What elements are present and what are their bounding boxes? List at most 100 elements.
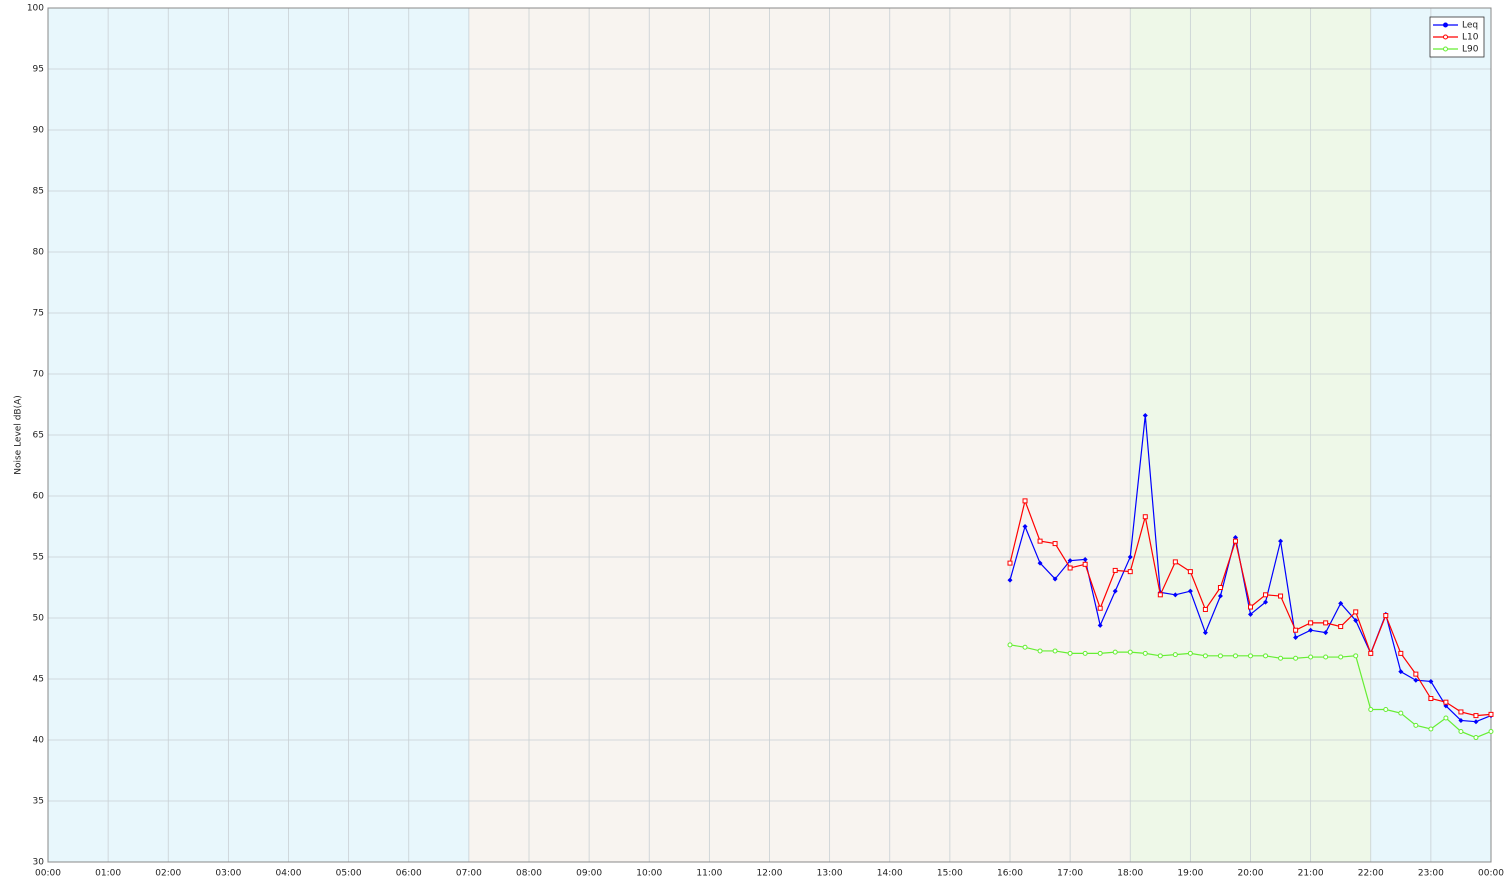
point [1338, 600, 1344, 606]
y-tick-label: 60 [33, 492, 45, 502]
point [1142, 650, 1148, 656]
x-tick-label: 18:00 [1117, 869, 1143, 879]
legend-label: L90 [1462, 45, 1479, 55]
point [1413, 677, 1419, 683]
point [1383, 707, 1389, 712]
point [1278, 655, 1284, 661]
point [1398, 669, 1404, 675]
legend-label: Leq [1462, 21, 1478, 31]
point [1082, 650, 1088, 656]
y-tick-label: 80 [33, 248, 45, 258]
point [1217, 585, 1223, 590]
point [1037, 648, 1043, 654]
point [1142, 412, 1148, 418]
point [1022, 644, 1028, 650]
x-tick-label: 23:00 [1418, 869, 1444, 879]
point [1052, 541, 1058, 547]
point [1353, 617, 1359, 623]
y-tick-label: 85 [33, 187, 44, 197]
point [1383, 613, 1389, 619]
point [1112, 588, 1118, 594]
point [1202, 630, 1208, 636]
point [1293, 627, 1299, 633]
point [1052, 576, 1058, 582]
point [1172, 559, 1178, 565]
y-tick-label: 75 [33, 309, 44, 319]
point [1082, 561, 1088, 567]
y-tick-label: 70 [33, 370, 45, 380]
y-axis-label: Noise Level dB(A) [14, 395, 24, 475]
legend-marker [1443, 22, 1448, 28]
point [1067, 650, 1073, 656]
plot-frame [47, 7, 1492, 863]
point [1323, 630, 1329, 636]
point [1217, 593, 1223, 599]
point [1217, 653, 1223, 659]
point [1112, 567, 1118, 573]
point [1022, 498, 1028, 504]
y-tick-label: 35 [33, 797, 44, 807]
point [1248, 611, 1253, 617]
point [1007, 577, 1013, 583]
point [1488, 728, 1494, 734]
point [1082, 556, 1088, 562]
point [1202, 653, 1208, 659]
x-tick-label: 14:00 [877, 869, 903, 879]
x-tick-label: 00:00 [35, 869, 61, 879]
x-tick-label: 08:00 [516, 869, 542, 879]
point [1248, 604, 1253, 610]
x-tick-label: 04:00 [276, 869, 302, 879]
x-tick-label: 12:00 [757, 869, 783, 879]
x-tick-label: 17:00 [1057, 869, 1083, 879]
point [1458, 717, 1464, 723]
x-tick-label: 16:00 [997, 869, 1023, 879]
y-tick-label: 65 [33, 431, 44, 441]
point [1067, 558, 1073, 564]
point [1263, 599, 1269, 605]
x-tick-label: 02:00 [155, 869, 181, 879]
point [1428, 678, 1434, 684]
point [1308, 627, 1314, 633]
point [1428, 696, 1434, 702]
point [1413, 671, 1419, 677]
point [1007, 642, 1013, 648]
x-tick-label: 00:00 [1478, 869, 1504, 879]
point [1248, 653, 1253, 659]
point [1157, 592, 1163, 598]
point [1142, 514, 1148, 520]
x-tick-label: 09:00 [576, 869, 602, 879]
point [1187, 588, 1193, 594]
point [1398, 710, 1404, 716]
x-tick-label: 01:00 [95, 869, 121, 879]
point [1067, 565, 1073, 571]
x-tick-label: 21:00 [1298, 869, 1324, 879]
x-tick-label: 11:00 [696, 869, 722, 879]
point [1353, 653, 1359, 659]
point [1458, 709, 1464, 715]
point [1037, 538, 1043, 544]
point [1278, 593, 1284, 599]
x-tick-label: 05:00 [336, 869, 362, 879]
point [1323, 654, 1329, 660]
point [1443, 699, 1449, 705]
point [1458, 728, 1464, 734]
point [1323, 620, 1329, 626]
x-tick-label: 22:00 [1358, 869, 1384, 879]
point [1353, 609, 1359, 615]
y-tick-label: 55 [33, 553, 44, 563]
point [1097, 650, 1103, 656]
point [1308, 654, 1314, 660]
point [1007, 560, 1013, 566]
x-tick-label: 06:00 [396, 869, 422, 879]
point [1278, 538, 1284, 544]
point [1368, 707, 1374, 712]
point [1052, 648, 1058, 654]
point [1172, 652, 1178, 658]
point [1338, 624, 1344, 630]
point [1022, 524, 1028, 529]
point [1202, 606, 1208, 612]
y-tick-label: 95 [33, 65, 44, 75]
point [1293, 655, 1299, 661]
y-tick-label: 40 [33, 736, 45, 746]
